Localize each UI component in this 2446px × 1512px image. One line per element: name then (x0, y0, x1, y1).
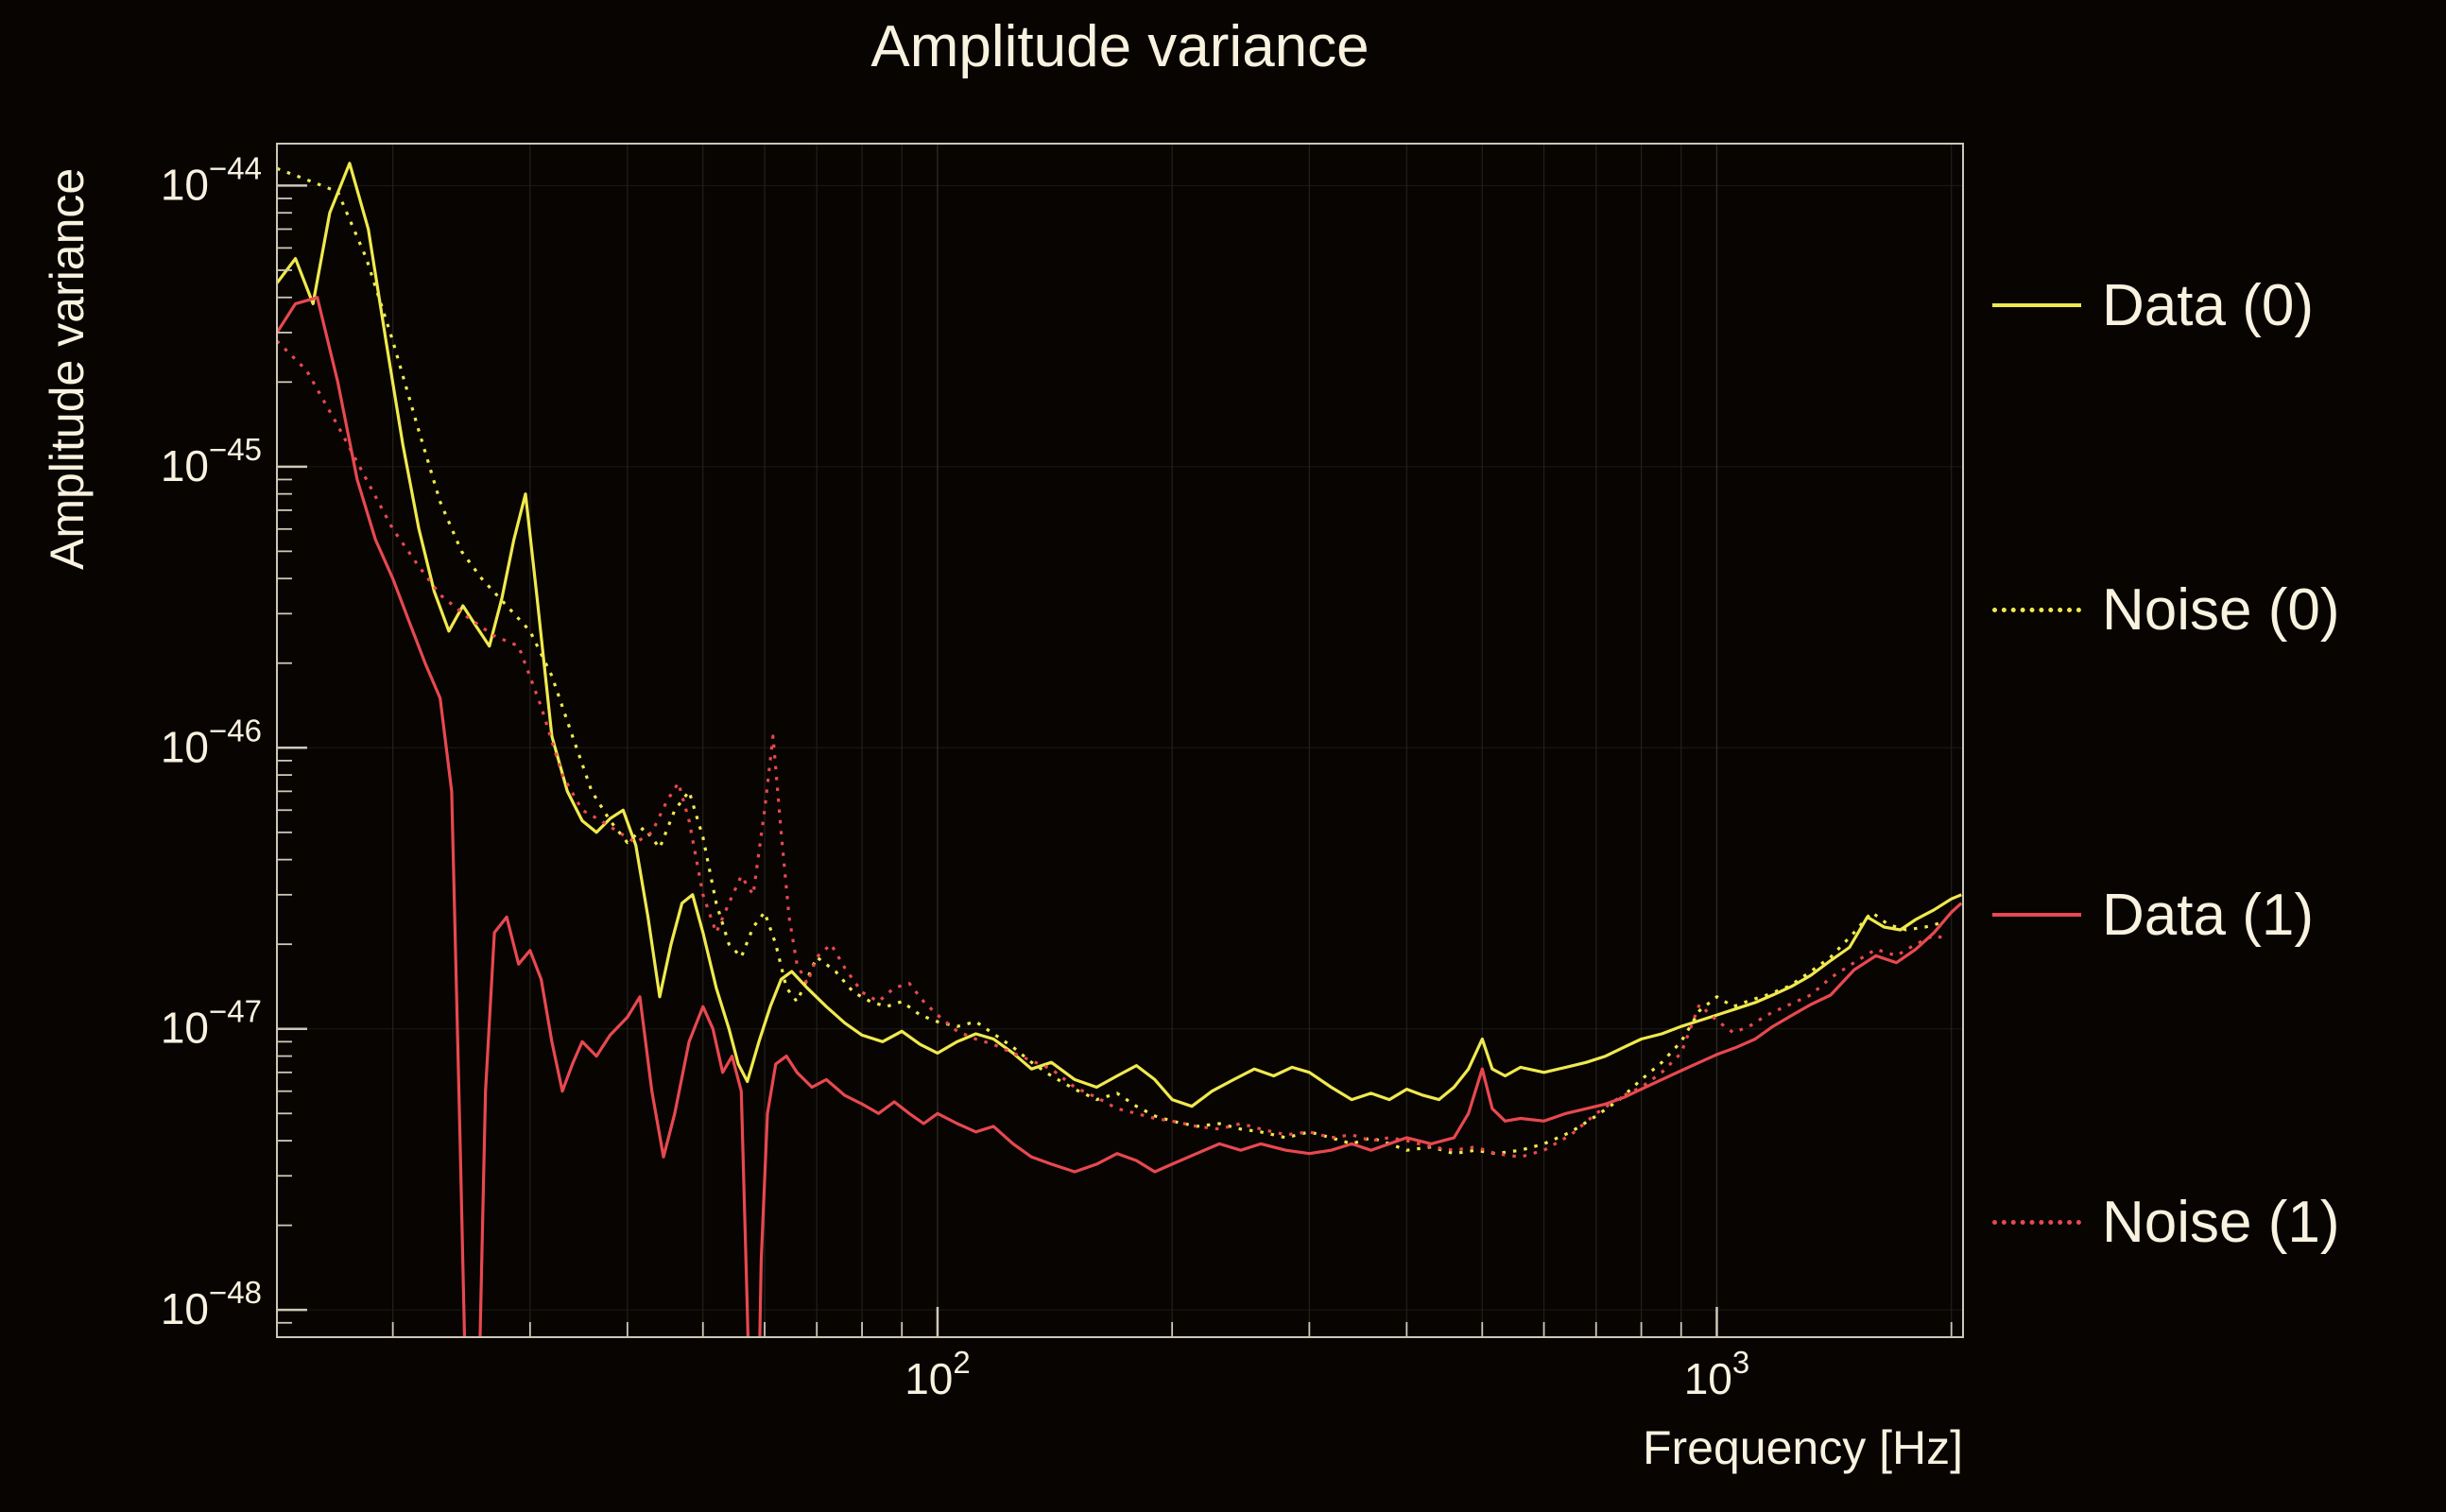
legend-label-data-1: Data (1) (2102, 882, 2314, 948)
series-line-1 (277, 166, 1945, 1156)
legend-label-noise-1: Noise (1) (2102, 1189, 2340, 1255)
x-tick-label-0: 102 (904, 1345, 971, 1403)
legend-item-noise-0: Noise (0) (1992, 572, 2340, 647)
legend-line-sample-3 (1992, 1219, 2081, 1225)
y-tick-label-2: 10−46 (161, 713, 262, 771)
y-tick-label-1: 10−45 (161, 432, 262, 490)
legend-line-sample-2 (1992, 913, 2081, 917)
y-tick-label-3: 10−47 (161, 994, 262, 1053)
x-tick-label-1: 103 (1684, 1345, 1750, 1403)
legend-label-data-0: Data (0) (2102, 272, 2314, 338)
legend-item-data-1: Data (1) (1992, 877, 2314, 953)
legend-item-data-0: Data (0) (1992, 267, 2314, 343)
legend: Data (0) Noise (0) Data (1) Noise (1) (1992, 0, 2444, 1512)
series-line-0 (277, 162, 1962, 1108)
legend-item-noise-1: Noise (1) (1992, 1184, 2340, 1260)
y-tick-label-0: 10−44 (161, 150, 262, 209)
chart-title: Amplitude variance (870, 14, 1369, 79)
legend-label-noise-0: Noise (0) (2102, 576, 2340, 643)
legend-line-sample-0 (1992, 303, 2081, 307)
y-tick-label-4: 10−48 (161, 1275, 262, 1333)
series-line-3 (277, 339, 1945, 1159)
x-axis-label: Frequency [Hz] (1642, 1421, 1963, 1474)
series-line-2 (277, 296, 1963, 1337)
legend-line-sample-1 (1992, 607, 2081, 612)
